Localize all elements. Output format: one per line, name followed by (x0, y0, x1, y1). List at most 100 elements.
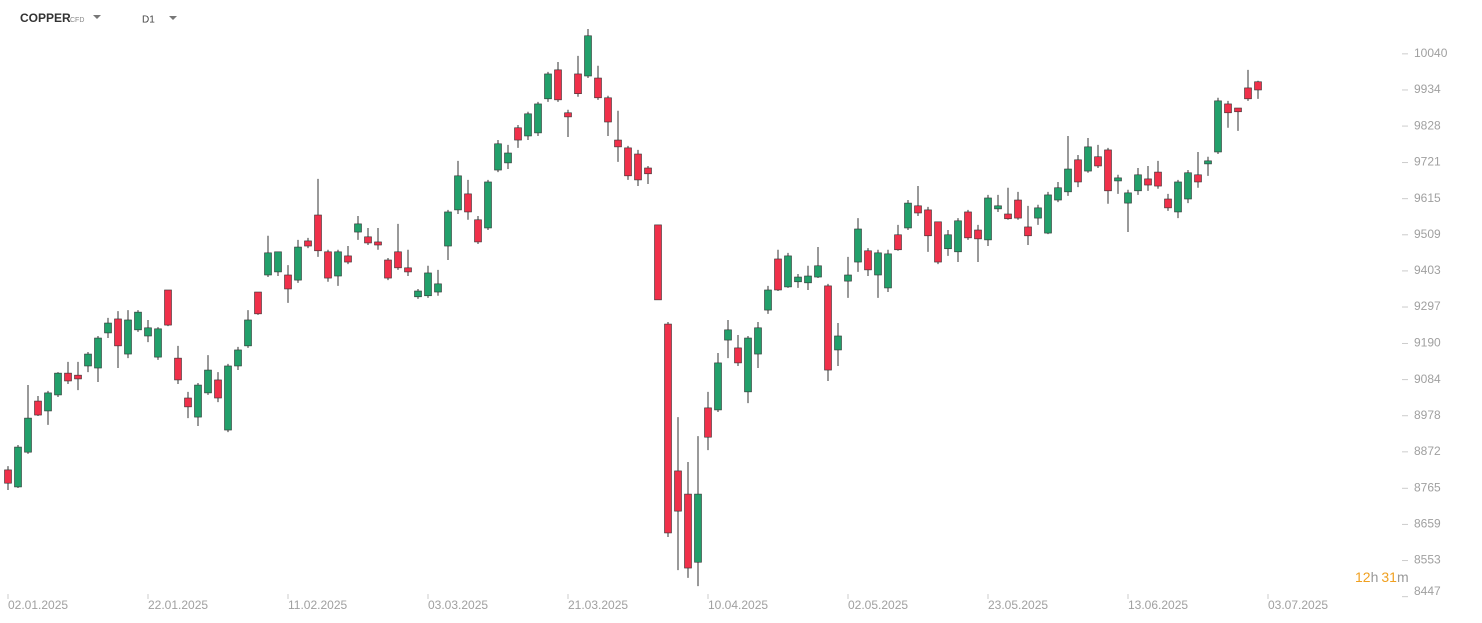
candle-body (224, 365, 232, 431)
candle-body (624, 147, 632, 177)
candle-body (254, 291, 262, 315)
candle-body (1104, 149, 1112, 192)
y-tick-label: 9403 (1414, 263, 1441, 277)
y-tick-label: 8872 (1414, 444, 1441, 458)
candle-body (454, 175, 462, 211)
candle-body (524, 113, 532, 137)
candle-body (814, 265, 822, 278)
countdown-minutes-unit: m (1397, 569, 1409, 585)
symbol[interactable]: COPPER (20, 11, 71, 25)
candle-body (1124, 192, 1132, 204)
candle-body (734, 347, 742, 364)
candle-body (744, 337, 752, 393)
x-tick-label: 03.07.2025 (1268, 598, 1328, 612)
candle-body (1034, 207, 1042, 219)
candle-body (444, 211, 452, 247)
candle-body (14, 446, 22, 488)
candle-body (1054, 187, 1062, 201)
candle-body (1074, 159, 1082, 183)
y-tick-label: 8447 (1414, 584, 1441, 598)
y-tick-label: 9615 (1414, 191, 1441, 205)
candle-body (1234, 107, 1242, 113)
candle-body (984, 197, 992, 241)
candle-body (854, 228, 862, 263)
candle-body (24, 417, 32, 453)
candle-body (1174, 181, 1182, 213)
candle-body (134, 311, 142, 331)
candle-body (564, 112, 572, 118)
candle-body (754, 327, 762, 355)
candle-body (804, 275, 812, 284)
candle-body (324, 251, 332, 279)
candle-body (164, 289, 172, 326)
candle-body (1184, 172, 1192, 200)
candle-body (784, 255, 792, 288)
countdown-hours-unit: h (1371, 569, 1379, 585)
candle-body (54, 372, 62, 396)
candle-body (1204, 160, 1212, 165)
y-tick-label: 9190 (1414, 336, 1441, 350)
candle-body (364, 236, 372, 244)
candle-body (774, 258, 782, 291)
candle-body (94, 337, 102, 369)
candle-body (154, 328, 162, 358)
x-tick-label: 21.03.2025 (568, 598, 628, 612)
candle-body (644, 167, 652, 175)
candle-body (414, 290, 422, 298)
candle-body (904, 202, 912, 229)
x-tick-label: 13.06.2025 (1128, 598, 1188, 612)
candle-body (424, 272, 432, 297)
candle-body (404, 267, 412, 273)
candle-body (334, 251, 342, 277)
y-tick-label: 10040 (1414, 46, 1448, 60)
y-tick-label: 9934 (1414, 82, 1441, 96)
candle-body (1214, 100, 1222, 153)
candle-body (244, 319, 252, 347)
candle-body (834, 335, 842, 351)
candle-body (1114, 177, 1122, 182)
x-tick-label: 02.01.2025 (8, 598, 68, 612)
candle-body (284, 274, 292, 290)
candle-body (464, 193, 472, 213)
candle-body (664, 323, 672, 534)
symbol-dropdown[interactable] (93, 15, 101, 19)
candle-body (584, 35, 592, 77)
candle-body (1134, 174, 1142, 192)
candle-body (484, 181, 492, 229)
candle-body (264, 252, 272, 276)
countdown: 12h 31m (1355, 569, 1409, 585)
candle-body (1194, 174, 1202, 183)
candle-body (1244, 87, 1252, 100)
candle-body (104, 322, 112, 334)
candle-body (434, 283, 442, 293)
candle-body (924, 209, 932, 237)
candle-body (824, 285, 832, 371)
x-tick-label: 10.04.2025 (708, 598, 768, 612)
candle-body (174, 357, 182, 381)
candle-body (354, 223, 362, 233)
candle-body (1014, 199, 1022, 219)
instrument-type: CFD (70, 17, 84, 24)
candle-body (1064, 168, 1072, 193)
candle-body (704, 407, 712, 438)
candle-body (1254, 81, 1262, 91)
y-tick-label: 9297 (1414, 299, 1441, 313)
timeframe-dropdown[interactable] (169, 16, 177, 20)
candle-body (654, 224, 662, 301)
candle-body (74, 374, 82, 380)
candle-body (864, 250, 872, 271)
timeframe[interactable]: D1 (142, 15, 155, 26)
candle-body (544, 73, 552, 100)
candle-body (304, 240, 312, 247)
candle-body (1224, 103, 1232, 114)
x-tick-label: 03.03.2025 (428, 598, 488, 612)
y-tick-label: 8553 (1414, 553, 1441, 567)
candle-body (274, 251, 282, 273)
candle-body (144, 327, 152, 337)
candle-body (674, 470, 682, 512)
candle-body (384, 259, 392, 279)
candle-body (234, 349, 242, 367)
candle-body (394, 251, 402, 269)
candle-body (494, 143, 502, 171)
